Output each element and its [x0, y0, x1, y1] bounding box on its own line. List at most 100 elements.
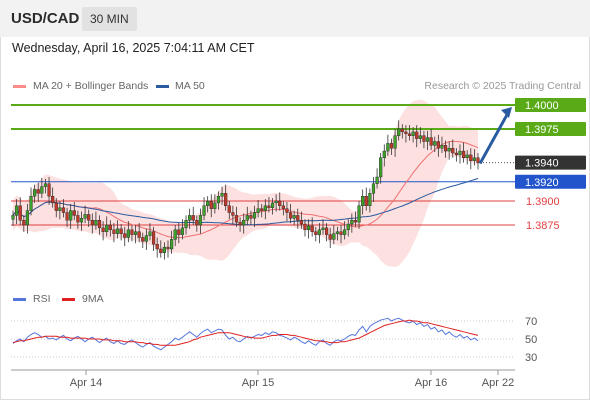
candle [198, 208, 203, 234]
candle-body [458, 150, 462, 156]
candle-body [40, 186, 44, 194]
candle [87, 209, 91, 227]
candle-body [202, 205, 206, 216]
x-tick-label: Apr 14 [70, 377, 102, 389]
candle-body [393, 135, 397, 149]
candle [94, 211, 98, 230]
candle-body [335, 231, 340, 234]
candle [97, 215, 102, 235]
candle [325, 223, 329, 242]
candle [15, 199, 19, 225]
candle [375, 168, 379, 189]
candle-body [296, 215, 300, 221]
candle-body [72, 210, 76, 216]
candle-body [216, 195, 221, 204]
candle [61, 199, 66, 218]
candle-body [461, 150, 466, 159]
candle [310, 217, 314, 237]
candle [173, 225, 177, 247]
candle-body [339, 231, 343, 235]
candle-body [18, 205, 22, 221]
candle [105, 216, 109, 237]
candle-body [418, 135, 422, 139]
candle-body [267, 205, 271, 208]
candle [397, 120, 401, 141]
candle-body [58, 207, 62, 211]
candle [69, 203, 73, 229]
candle-body [306, 225, 311, 231]
ma50-line [12, 177, 479, 226]
candle-body [260, 208, 264, 211]
candle-body [411, 131, 415, 136]
level-label-1.4000: 1.4000 [525, 100, 559, 112]
scenario-arrow-shaft [478, 112, 510, 165]
candle [288, 203, 293, 224]
candle [321, 219, 325, 235]
candle [454, 148, 458, 162]
candle-body [425, 137, 430, 142]
candle [328, 227, 332, 249]
candle [386, 134, 390, 156]
candle [115, 220, 120, 239]
ma20-legend-swatch [13, 85, 26, 88]
candle [306, 219, 311, 239]
candle-body [198, 215, 203, 226]
candle-body [465, 154, 469, 158]
candle-body [65, 212, 69, 221]
candle [155, 237, 159, 258]
candle [47, 177, 51, 205]
candle [238, 217, 242, 232]
candle [245, 206, 249, 225]
candle [101, 221, 105, 241]
candle [191, 206, 195, 225]
candle [458, 144, 462, 164]
x-tick-label: Apr 15 [242, 377, 274, 389]
candle-body [252, 212, 257, 219]
candle-body [397, 128, 401, 136]
candle-body [469, 154, 473, 161]
candle-body [440, 145, 444, 149]
candle [278, 192, 282, 211]
candle [303, 219, 307, 237]
candle [451, 139, 455, 158]
ma9-legend-label: 9MA [82, 293, 104, 305]
candle-body [61, 207, 66, 213]
timestamp: Wednesday, April 16, 2025 7:04:11 AM CET [12, 41, 255, 55]
candle-body [105, 224, 109, 232]
candle [292, 210, 296, 225]
candle-body [343, 229, 347, 235]
candle-body [382, 150, 386, 159]
rsi-legend-swatch [13, 298, 26, 301]
candle-body [328, 234, 332, 240]
candle [368, 188, 372, 213]
candle [213, 194, 217, 214]
candle-body [364, 195, 368, 206]
candle-body [87, 214, 91, 221]
candle-body [36, 189, 40, 194]
candle-body [184, 219, 188, 229]
candle-body [130, 229, 134, 235]
candle [281, 201, 285, 216]
candle-body [51, 195, 55, 204]
header-bar: USD/CAD 30 MIN [0, 0, 590, 37]
ma20-legend-label: MA 20 + Bollinger Bands [33, 80, 149, 92]
candle [332, 225, 336, 245]
x-tick-label: Apr 16 [415, 377, 447, 389]
candle [353, 211, 358, 227]
candle [126, 221, 130, 243]
candle-body [346, 223, 350, 230]
candle-body [332, 233, 336, 240]
candle-body [15, 205, 19, 216]
candle-body [281, 205, 285, 209]
timeframe-button[interactable]: 30 MIN [82, 7, 137, 31]
ma50-legend-swatch [156, 85, 169, 88]
candle-body [361, 195, 365, 206]
candle [379, 153, 383, 184]
candle-body [227, 205, 231, 213]
candle-body [33, 189, 37, 197]
candle-body [292, 215, 296, 219]
candle [162, 242, 166, 260]
bollinger-band-fill [13, 99, 478, 267]
ma50-legend-label: MA 50 [175, 80, 205, 92]
